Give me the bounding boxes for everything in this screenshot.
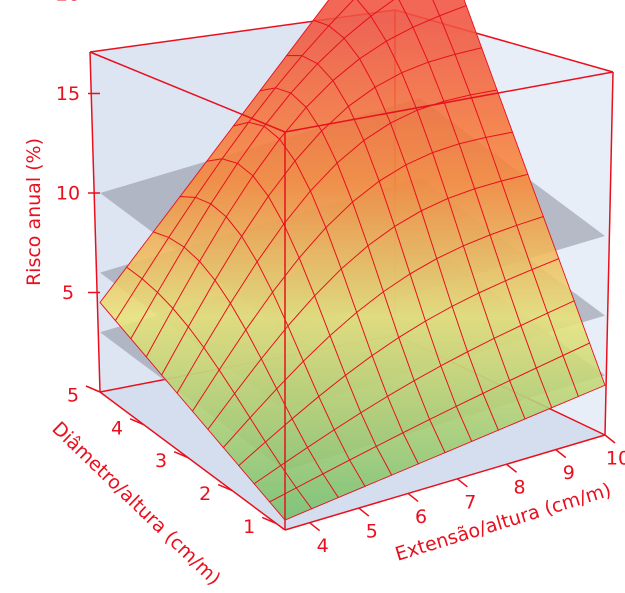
x-tick-mark xyxy=(309,522,321,532)
risk-surface xyxy=(99,0,606,521)
x-tick-label: 7 xyxy=(464,491,476,513)
edge-floor-front-right xyxy=(284,434,606,531)
z-tick-label: 15 xyxy=(56,83,80,105)
y-tick-mark xyxy=(217,483,233,492)
y-tick-mark xyxy=(129,418,145,426)
axis-ticks: 5 10 15 20 1 2 3 4 5 4 5 6 7 8 9 10 xyxy=(56,0,625,557)
x-tick-mark xyxy=(555,449,567,459)
x-tick-label: 8 xyxy=(513,477,525,499)
y-tick-label: 1 xyxy=(243,516,255,538)
x-tick-mark xyxy=(506,463,518,473)
y-tick-mark xyxy=(85,385,101,393)
edge-front-top-right xyxy=(284,71,614,133)
box-front-edges xyxy=(89,51,614,531)
x-tick-mark xyxy=(358,507,370,517)
y-tick-label: 5 xyxy=(67,385,79,407)
x-tick-mark xyxy=(456,478,468,488)
edge-left-vertical xyxy=(89,51,101,393)
edge-floor-front-left xyxy=(99,391,286,531)
y-tick-mark xyxy=(173,451,189,459)
z-tick-label: 10 xyxy=(56,183,80,205)
x-tick-label: 10 xyxy=(606,448,625,470)
edge-right-vertical xyxy=(604,71,614,436)
y-tick-mark xyxy=(261,516,277,525)
x-tick-mark xyxy=(407,492,419,503)
z-tick-label: 5 xyxy=(62,282,74,304)
edge-front-top-left xyxy=(89,51,286,133)
y-tick-label: 2 xyxy=(199,483,211,505)
x-tick-label: 5 xyxy=(366,521,378,543)
z-axis-title: Risco anual (%) xyxy=(23,138,45,286)
x-tick-label: 9 xyxy=(563,462,575,484)
x-tick-mark xyxy=(604,434,616,444)
x-tick-label: 6 xyxy=(415,506,427,528)
surface-cell xyxy=(268,487,313,521)
y-tick-label: 3 xyxy=(155,450,167,472)
y-tick-label: 4 xyxy=(111,417,123,439)
z-tick-label: 20 xyxy=(56,0,80,6)
x-tick-label: 4 xyxy=(317,535,329,557)
